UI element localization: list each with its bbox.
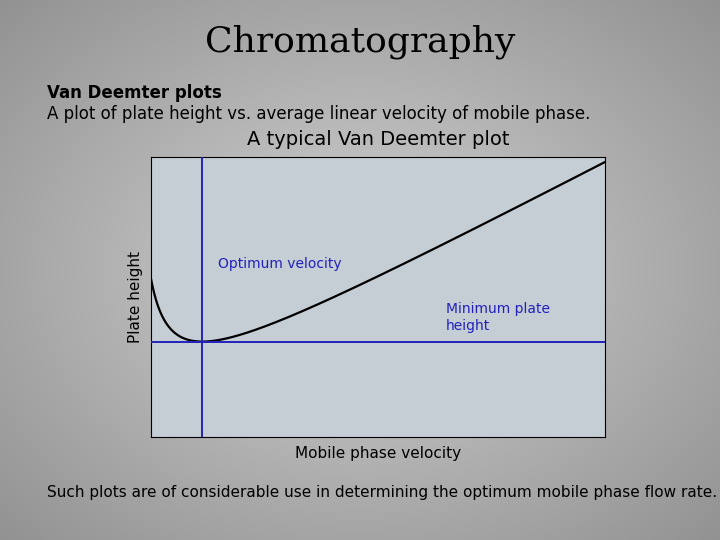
X-axis label: Mobile phase velocity: Mobile phase velocity: [295, 446, 461, 461]
Text: Optimum velocity: Optimum velocity: [218, 257, 342, 271]
Text: A plot of plate height vs. average linear velocity of mobile phase.: A plot of plate height vs. average linea…: [47, 105, 590, 123]
Text: Such plots are of considerable use in determining the optimum mobile phase flow : Such plots are of considerable use in de…: [47, 484, 717, 500]
Y-axis label: Plate height: Plate height: [128, 251, 143, 343]
Text: Van Deemter plots: Van Deemter plots: [47, 84, 222, 102]
Title: A typical Van Deemter plot: A typical Van Deemter plot: [247, 131, 509, 150]
Text: Chromatography: Chromatography: [204, 24, 516, 59]
Text: Minimum plate
height: Minimum plate height: [446, 302, 550, 333]
